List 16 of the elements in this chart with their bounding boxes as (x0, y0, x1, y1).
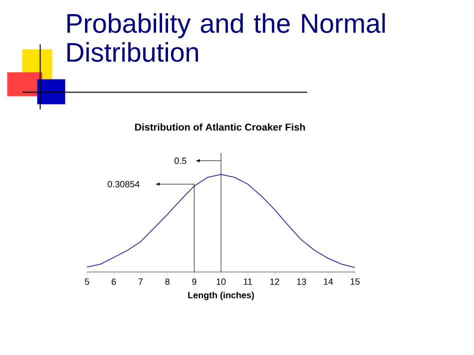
x-tick-label: 8 (165, 278, 170, 285)
x-tick-label: 6 (112, 278, 116, 285)
text: 0.5 (174, 158, 186, 164)
x-tick-label: 7 (138, 278, 143, 285)
chart-title: Probability and the Normal Distribution (67, 13, 385, 62)
x-tick-label: 12 (270, 278, 280, 285)
x-tick-label: 11 (244, 278, 252, 285)
annotation: 0.30854 (108, 180, 140, 188)
chart-subtitle: Distribution of Atlantic Croaker Fish (135, 123, 305, 131)
x-tick-label: 14 (324, 278, 333, 285)
x-tick-label: 9 (192, 278, 196, 285)
x-tick-label: 15 (350, 278, 360, 285)
x-axis-title: Length (inches) (188, 292, 254, 300)
x-tick-label: 10 (216, 278, 226, 285)
x-tick-label: 13 (297, 278, 306, 285)
x-tick-label: 5 (84, 278, 90, 285)
